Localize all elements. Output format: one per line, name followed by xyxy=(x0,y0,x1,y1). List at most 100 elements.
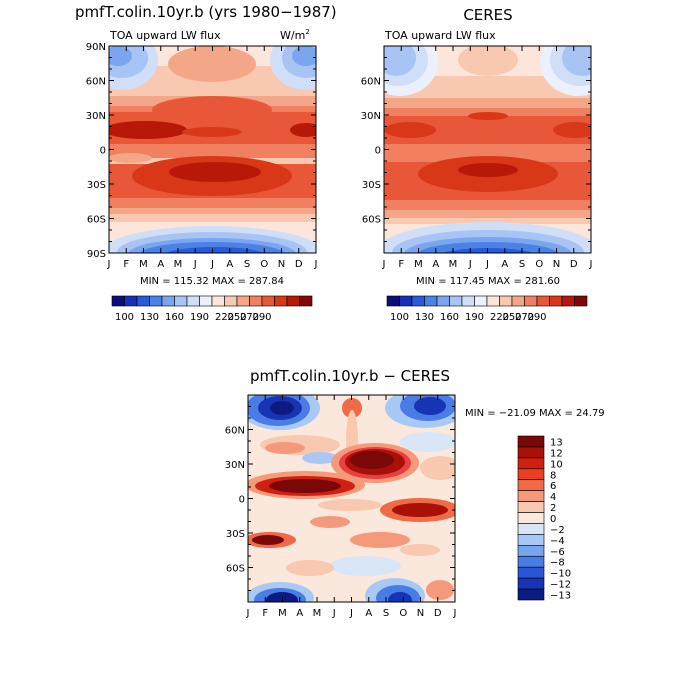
colorbar-swatch xyxy=(517,490,545,502)
y-tick-label: 60S xyxy=(87,215,106,226)
panel-diff-y-axis: 60N 30N 0 30S 60S xyxy=(225,394,455,603)
y-tick-label: 60N xyxy=(86,77,106,88)
y-tick-label: 30S xyxy=(226,529,245,540)
colorbar-swatch xyxy=(149,295,163,307)
y-tick-label: 30N xyxy=(86,111,106,122)
panel-ceres-title: CERES xyxy=(463,6,512,24)
colorbar-swatch xyxy=(199,295,213,307)
panel-ceres-stats: MIN = 117.45 MAX = 281.60 xyxy=(416,276,560,287)
colorbar-label: 6 xyxy=(550,481,556,492)
colorbar-label: −8 xyxy=(550,558,565,569)
x-tick-label: D xyxy=(295,259,303,270)
x-tick-label: A xyxy=(157,259,164,270)
x-tick-label: J xyxy=(107,259,111,270)
colorbar-swatch xyxy=(174,295,188,307)
colorbar-label: 190 xyxy=(465,312,484,323)
colorbar-swatch xyxy=(424,295,438,307)
colorbar-label: −10 xyxy=(550,569,571,580)
colorbar-label: 10 xyxy=(550,459,563,470)
colorbar-swatch xyxy=(499,295,513,307)
panel-ceres: CERES TOA upward LW flux xyxy=(361,6,593,323)
colorbar-label: 250 xyxy=(502,312,521,323)
panel-ceres-y-axis: 60N 30N 0 30S 60S xyxy=(361,45,591,254)
x-tick-label: J xyxy=(314,259,318,270)
colorbar-swatch xyxy=(517,545,545,557)
colorbar-swatch xyxy=(299,295,313,307)
colorbar-swatch xyxy=(486,295,500,307)
panel-model-stats: MIN = 115.32 MAX = 287.84 xyxy=(140,276,284,287)
panel-diff-title: pmfT.colin.10yr.b − CERES xyxy=(250,367,450,385)
colorbar-swatch xyxy=(286,295,300,307)
colorbar-swatch xyxy=(517,446,545,459)
colorbar-swatch xyxy=(517,555,545,568)
x-tick-label: M xyxy=(278,608,287,619)
x-tick-label: A xyxy=(501,259,508,270)
y-tick-label: 30S xyxy=(87,180,106,191)
panel-diff: pmfT.colin.10yr.b − CERES xyxy=(225,367,605,619)
colorbar-label: 130 xyxy=(140,312,159,323)
colorbar-swatch xyxy=(399,295,413,307)
colorbar-swatch xyxy=(524,295,538,307)
colorbar-swatch xyxy=(549,295,563,307)
colorbar-swatch xyxy=(211,295,225,307)
colorbar-swatch xyxy=(517,566,545,579)
colorbar-label: 100 xyxy=(115,312,134,323)
x-tick-label: S xyxy=(244,259,250,270)
x-tick-label: O xyxy=(535,259,543,270)
colorbar-label: 290 xyxy=(252,312,271,323)
colorbar-swatch xyxy=(517,534,545,546)
x-tick-label: D xyxy=(570,259,578,270)
x-tick-label: J xyxy=(453,608,457,619)
panel-model-field xyxy=(109,46,316,253)
x-tick-label: J xyxy=(332,608,336,619)
x-tick-label: F xyxy=(262,608,268,619)
y-tick-label: 60S xyxy=(226,564,245,575)
x-tick-label: J xyxy=(349,608,353,619)
x-tick-label: A xyxy=(226,259,233,270)
colorbar-label: 4 xyxy=(550,492,556,503)
colorbar-swatch xyxy=(574,295,588,307)
colorbar-label: 8 xyxy=(550,470,556,481)
colorbar-swatch xyxy=(436,295,450,307)
colorbar-label: 220 xyxy=(490,312,509,323)
panel-model: pmfT.colin.10yr.b (yrs 1980−1987) TOA up… xyxy=(75,3,337,323)
colorbar-swatch xyxy=(517,435,545,448)
colorbar-label: 220 xyxy=(215,312,234,323)
panel-model-title: pmfT.colin.10yr.b (yrs 1980−1987) xyxy=(75,3,337,21)
colorbar-label: 250 xyxy=(227,312,246,323)
x-tick-label: J xyxy=(210,259,214,270)
x-tick-label: J xyxy=(589,259,593,270)
x-tick-label: O xyxy=(399,608,407,619)
y-tick-label: 30S xyxy=(362,180,381,191)
x-tick-label: J xyxy=(246,608,250,619)
panel-ceres-subtitle: TOA upward LW flux xyxy=(384,29,496,42)
colorbar-swatch xyxy=(136,295,150,307)
y-tick-label: 60N xyxy=(361,77,381,88)
x-tick-label: M xyxy=(414,259,423,270)
colorbar-swatch xyxy=(511,295,525,307)
colorbar-swatch xyxy=(517,501,545,513)
panel-diff-stats: MIN = −21.09 MAX = 24.79 xyxy=(465,408,605,419)
y-tick-label: 90N xyxy=(86,42,106,53)
y-tick-label: 0 xyxy=(375,146,381,157)
colorbar-label: 13 xyxy=(550,437,563,448)
colorbar-swatch xyxy=(111,295,125,307)
colorbar-label: −13 xyxy=(550,591,571,602)
x-tick-label: M xyxy=(313,608,322,619)
x-tick-label: J xyxy=(468,259,472,270)
colorbar-label: −4 xyxy=(550,536,565,547)
colorbar-swatch xyxy=(161,295,175,307)
y-tick-label: 60S xyxy=(362,215,381,226)
colorbar-swatch xyxy=(249,295,263,307)
colorbar-label: −2 xyxy=(550,525,565,536)
colorbar-label: 290 xyxy=(527,312,546,323)
colorbar-swatch xyxy=(224,295,238,307)
x-tick-label: D xyxy=(434,608,442,619)
y-tick-label: 30N xyxy=(225,460,245,471)
colorbar-label: 160 xyxy=(165,312,184,323)
colorbar-swatch xyxy=(124,295,138,307)
x-tick-label: J xyxy=(193,259,197,270)
